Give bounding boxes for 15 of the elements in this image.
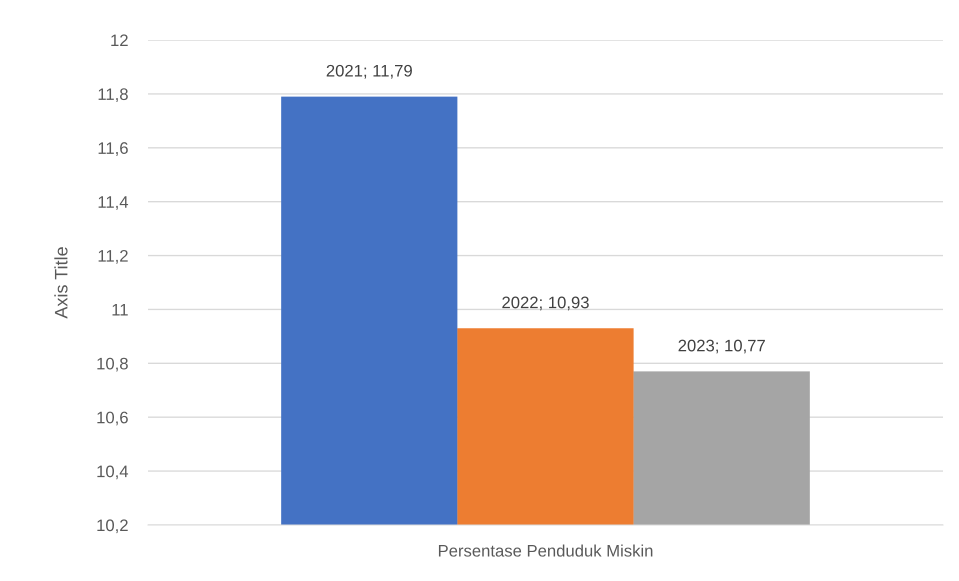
y-tick-label: 10,2 [97,519,128,534]
data-label: 2022; 10,93 [502,296,589,310]
y-tick-label: 10,6 [97,412,128,426]
y-tick-label: 10,4 [97,466,128,480]
y-tick-label: 11,8 [98,88,128,102]
data-label: 2023; 10,77 [678,340,765,354]
y-tick-label: 11 [112,304,128,316]
y-tick-label: 11,6 [98,142,128,156]
y-axis-title: Axis Title [54,247,68,319]
y-tick-label: 11,4 [98,196,128,210]
x-tick-label: Persentase Penduduk Miskin [438,544,652,557]
y-tick-label: 11,2 [98,250,128,264]
y-tick-label: 12 [111,34,128,46]
data-label: 2021; 11,79 [326,64,412,79]
y-tick-label: 10,8 [97,358,128,372]
